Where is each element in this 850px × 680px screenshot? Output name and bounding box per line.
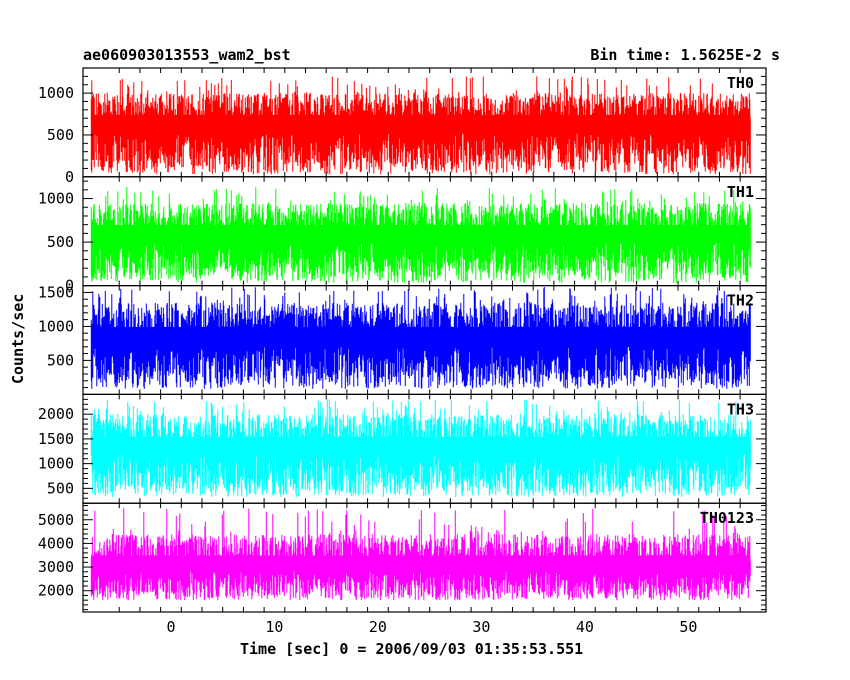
y-tick-label: 2000 [38,405,74,423]
y-tick-label: 1000 [38,455,74,473]
y-tick-label: 4000 [38,534,74,552]
series-th3-band [91,436,751,454]
y-tick-label: 0 [65,277,74,295]
series-th0123-band [91,555,751,571]
y-tick-label: 500 [47,233,74,251]
y-tick-label: 1500 [38,430,74,448]
panel-label-th1: TH1 [727,183,754,201]
y-tick-label: 1000 [38,317,74,335]
x-tick-label: 40 [576,618,594,636]
y-axis-label: Counts/sec [9,293,27,384]
x-tick-label: 10 [265,618,283,636]
series-th2-band [91,326,751,345]
y-tick-label: 500 [47,351,74,369]
y-tick-label: 500 [47,126,74,144]
y-tick-label: 2000 [38,582,74,600]
chart-title: ae060903013553_wam2_bst [83,46,291,64]
y-tick-label: 500 [47,479,74,497]
panel-label-th3: TH3 [727,400,754,418]
bin-time-label: Bin time: 1.5625E-2 s [590,46,780,64]
panel-label-th0: TH0 [727,74,754,92]
x-axis-label: Time [sec] 0 = 2006/09/03 01:35:53.551 [240,640,584,658]
y-tick-label: 1500 [38,283,74,301]
x-tick-label: 30 [472,618,490,636]
y-tick-label: 1000 [38,190,74,208]
y-tick-label: 1000 [38,84,74,102]
panel-label-th0123: TH0123 [700,509,754,527]
series-th0123-trace [90,508,751,601]
y-tick-label: 3000 [38,558,74,576]
x-tick-label: 0 [166,618,175,636]
x-tick-label: 50 [679,618,697,636]
x-tick-label: 20 [369,618,387,636]
y-tick-label: 0 [65,168,74,186]
series-th0-band [91,114,751,132]
y-tick-label: 5000 [38,511,74,529]
series-th1-band [91,224,751,242]
panel-label-th2: TH2 [727,292,754,310]
